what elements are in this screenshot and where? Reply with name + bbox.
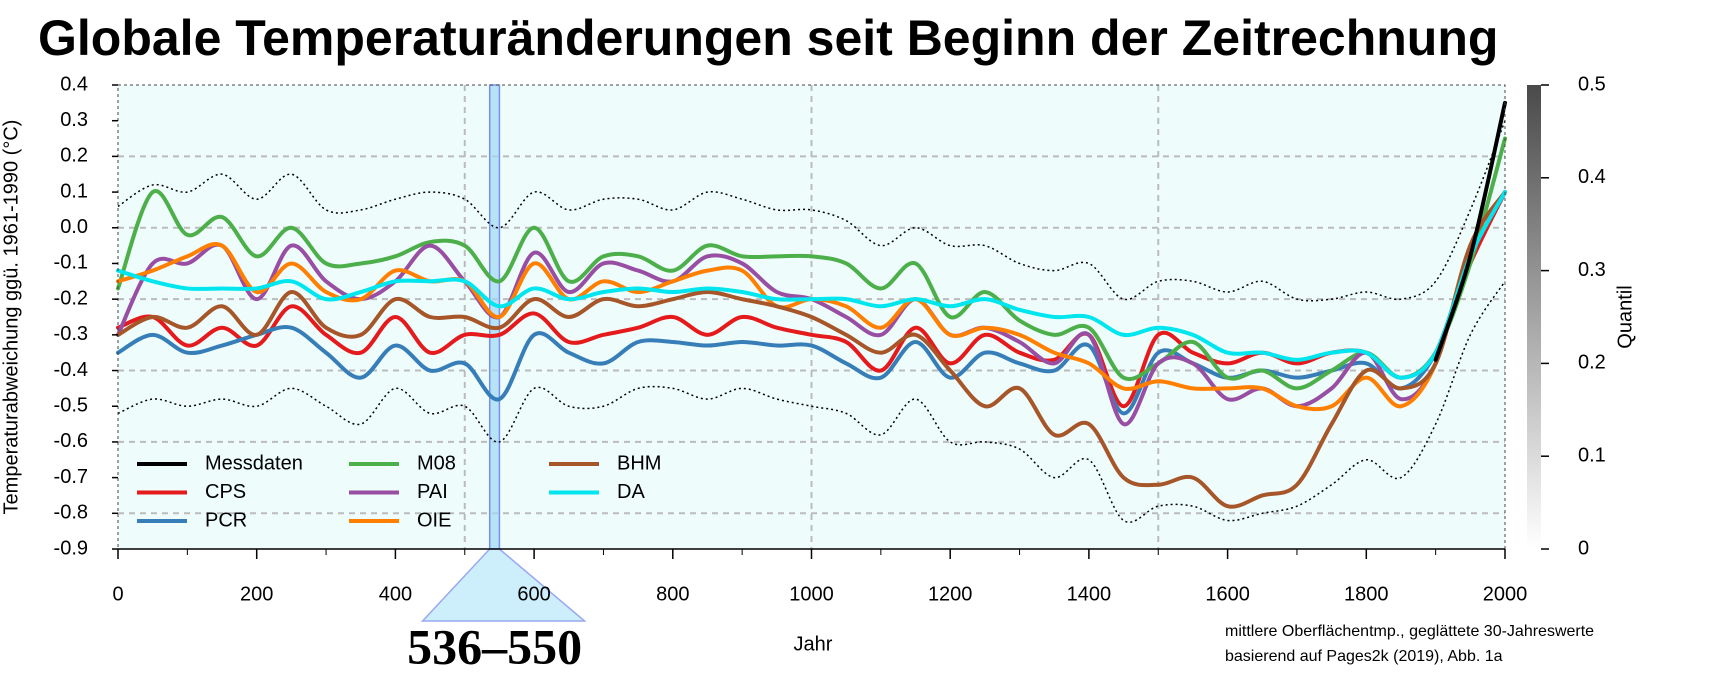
- legend-label: BHM: [617, 452, 661, 474]
- y-tick-label: 0.2: [60, 145, 88, 167]
- x-tick-label: 1000: [789, 583, 834, 605]
- colorbar-tick-label: 0.4: [1578, 166, 1606, 188]
- series-line: [116, 190, 1507, 380]
- colorbar-tick-label: 0.3: [1578, 259, 1606, 281]
- y-tick-label: -0.5: [54, 395, 88, 417]
- y-tick-label: -0.1: [54, 252, 88, 274]
- x-tick-label: 400: [379, 583, 412, 605]
- x-axis-label: Jahr: [794, 633, 833, 655]
- footnote: mittlere Oberflächentmp., geglättete 30-…: [1225, 623, 1594, 640]
- x-tick-label: 1600: [1205, 583, 1250, 605]
- legend-label: CPS: [205, 481, 246, 503]
- x-tick-label: 1800: [1344, 583, 1389, 605]
- x-tick-label: 600: [517, 583, 550, 605]
- legend-label: OIE: [417, 509, 451, 531]
- series-line: [116, 190, 1507, 509]
- legend-label: PAI: [417, 481, 448, 503]
- y-tick-label: 0.3: [60, 109, 88, 131]
- y-tick-label: -0.3: [54, 323, 88, 345]
- y-tick-label: -0.4: [54, 359, 88, 381]
- chart-title: Globale Temperaturänderungen seit Beginn…: [38, 10, 1498, 66]
- highlight-pointer: [420, 548, 587, 622]
- y-tick-label: -0.6: [54, 430, 88, 452]
- legend-label: M08: [417, 452, 456, 474]
- colorbar-label: Quantil: [1614, 285, 1636, 348]
- y-tick-label: -0.7: [54, 466, 88, 488]
- footnote: basierend auf Pages2k (2019), Abb. 1a: [1225, 648, 1503, 665]
- series-line: [116, 136, 1507, 391]
- y-tick-label: -0.9: [54, 537, 88, 559]
- y-tick-label: -0.2: [54, 287, 88, 309]
- series-line: [1433, 100, 1507, 362]
- x-tick-label: 2000: [1483, 583, 1528, 605]
- legend-label: PCR: [205, 509, 247, 531]
- colorbar-tick-label: 0.1: [1578, 444, 1606, 466]
- y-tick-label: 0.1: [60, 180, 88, 202]
- y-tick-label: 0.4: [60, 73, 88, 95]
- series-line: [116, 190, 1507, 416]
- y-axis-label: Temperaturabweichung ggü. 1961-1990 (°C): [0, 120, 22, 515]
- legend-label: Messdaten: [205, 452, 303, 474]
- x-tick-label: 1400: [1067, 583, 1112, 605]
- x-tick-label: 1200: [928, 583, 973, 605]
- x-tick-label: 800: [656, 583, 689, 605]
- colorbar: [1527, 85, 1541, 549]
- colorbar-tick-label: 0.5: [1578, 73, 1606, 95]
- x-tick-label: 0: [112, 583, 123, 605]
- y-tick-label: -0.8: [54, 502, 88, 524]
- y-tick-label: 0.0: [60, 216, 88, 238]
- colorbar-tick-label: 0: [1578, 537, 1589, 559]
- x-tick-label: 200: [240, 583, 273, 605]
- legend-label: DA: [617, 481, 645, 503]
- confidence-bound: [117, 120, 1506, 302]
- colorbar-tick-label: 0.2: [1578, 352, 1606, 374]
- highlight-label: 536–550: [407, 618, 582, 674]
